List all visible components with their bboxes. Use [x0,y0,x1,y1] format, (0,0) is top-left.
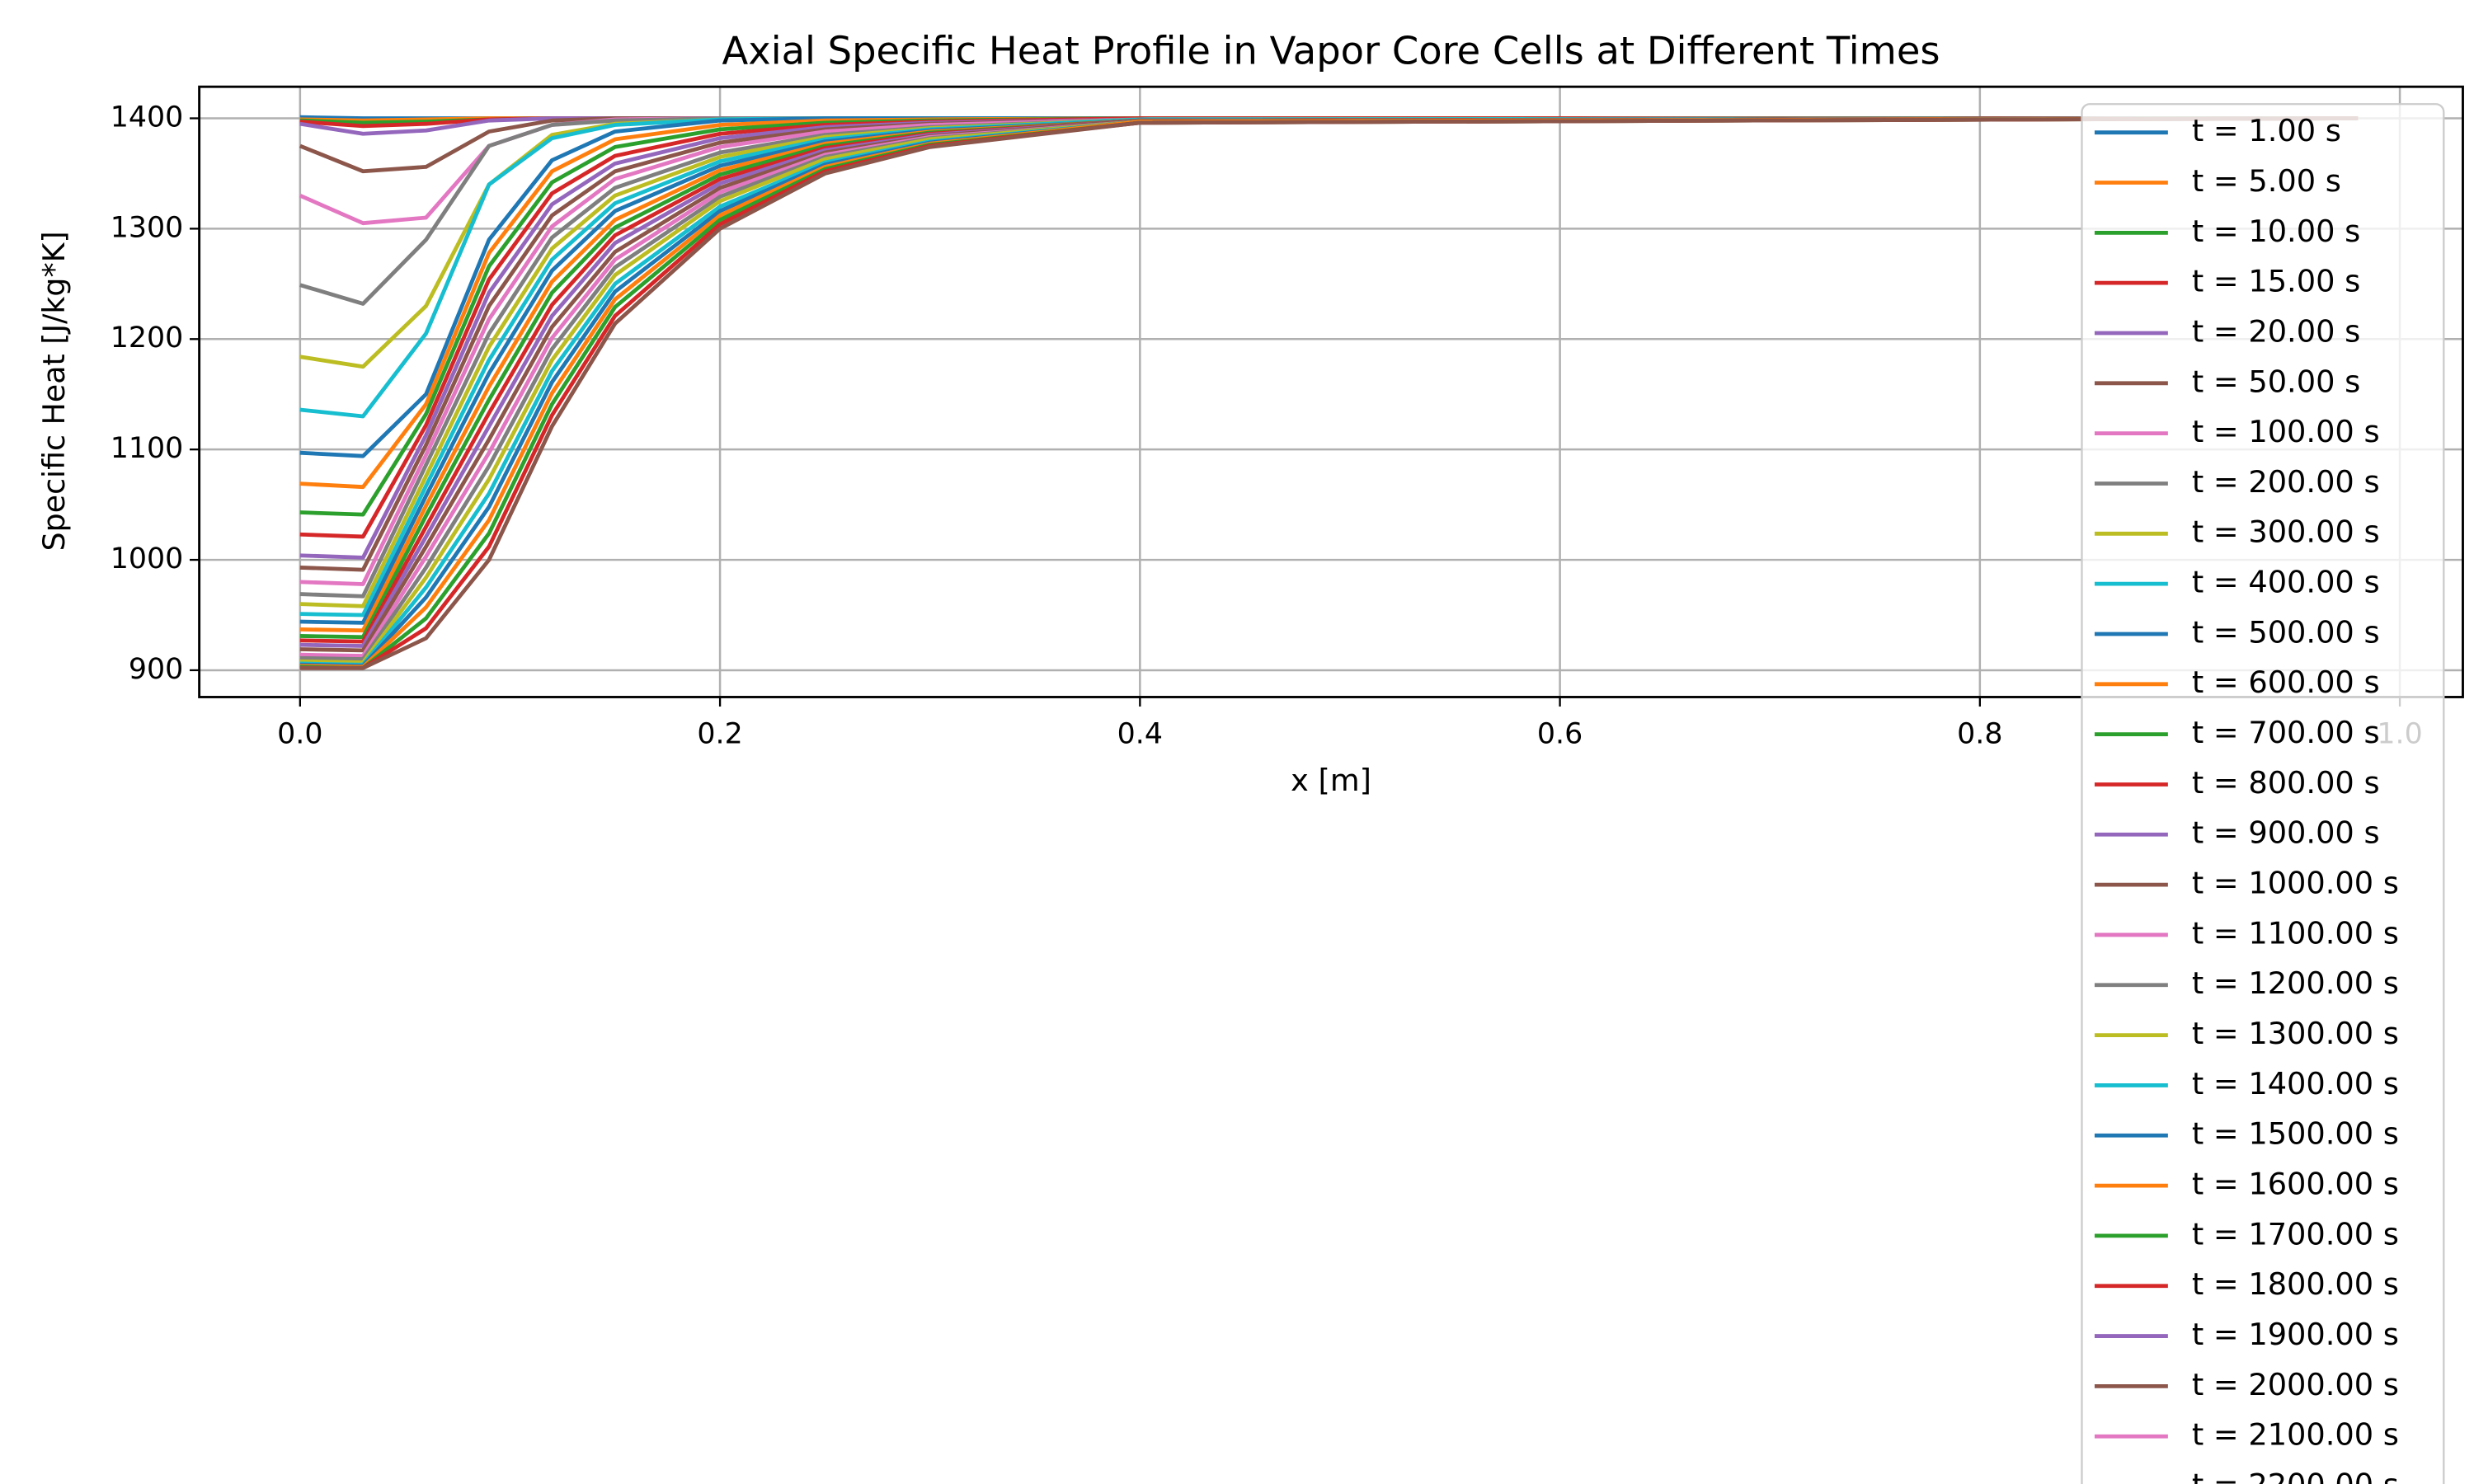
series-line [299,116,2359,670]
legend-label: t = 50.00 s [2192,364,2360,399]
legend-label: t = 100.00 s [2192,414,2380,449]
legend-label: t = 1400.00 s [2192,1066,2399,1101]
legend-label: t = 1500.00 s [2192,1116,2399,1152]
legend-box [2081,103,2445,1484]
y-tick-label: 1000 [111,542,184,575]
y-tick-label: 900 [129,653,183,686]
x-tick-label: 0.0 [277,718,322,751]
y-tick-label: 1100 [111,432,184,465]
legend-label: t = 2100.00 s [2192,1417,2399,1453]
legend-label: t = 15.00 s [2192,264,2360,299]
y-tick-label: 1400 [111,101,184,134]
legend-label: t = 1700.00 s [2192,1217,2399,1252]
legend-label: t = 5.00 s [2192,163,2341,199]
legend-label: t = 20.00 s [2192,314,2360,350]
legend: t = 1.00 s t = 5.00 s t = 10.00 s t = 15.00… [2081,103,2445,1484]
legend-label: t = 1600.00 s [2192,1167,2399,1202]
legend-label: t = 200.00 s [2192,464,2380,500]
legend-label: t = 1900.00 s [2192,1317,2399,1352]
legend-label: t = 500.00 s [2192,615,2380,650]
y-tick-label: 1300 [111,211,184,244]
x-tick-label: 0.2 [697,718,742,751]
y-axis-label: Specific Heat [J/kg*K] [36,231,72,551]
legend-label: t = 600.00 s [2192,665,2380,700]
legend-label: t = 1000.00 s [2192,866,2399,901]
legend-label: t = 2000.00 s [2192,1367,2399,1402]
lines [299,115,2359,670]
legend-label: t = 10.00 s [2192,214,2360,249]
x-tick-label: 0.8 [1957,718,2002,751]
y-tick-label: 1200 [111,322,184,355]
legend-label: t = 900.00 s [2192,815,2380,851]
legend-label: t = 800.00 s [2192,765,2380,801]
legend-label: t = 1.00 s [2192,113,2341,148]
x-tick-label: 0.4 [1117,718,1163,751]
legend-label: t = 400.00 s [2192,565,2380,600]
legend-label: t = 1200.00 s [2192,965,2399,1001]
x-axis-label: x [m] [1291,763,1371,798]
x-tick-label: 0.6 [1537,718,1583,751]
legend-label: t = 1100.00 s [2192,916,2399,951]
legend-label: t = 1300.00 s [2192,1016,2399,1051]
plot-frame [198,85,2464,698]
chart-title: Axial Specific Heat Profile in Vapor Cor… [722,29,1940,73]
legend-label: t = 2200.00 s [2192,1468,2399,1484]
legend-label: t = 1800.00 s [2192,1266,2399,1302]
legend-label: t = 700.00 s [2192,715,2380,750]
legend-label: t = 300.00 s [2192,514,2380,550]
